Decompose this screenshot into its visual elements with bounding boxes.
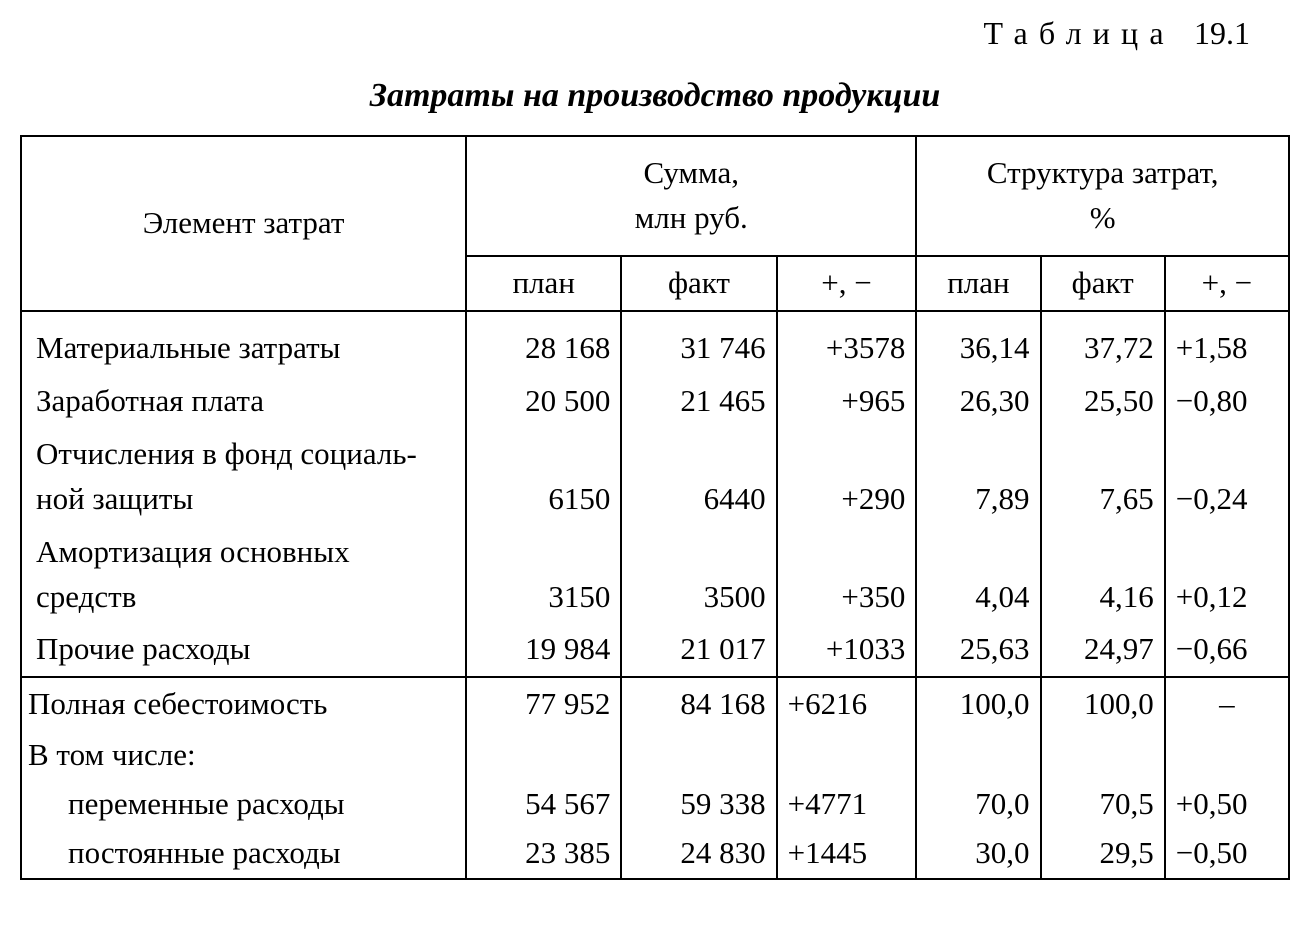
- row-sum-fact: 59 338: [621, 780, 776, 829]
- col-sum-group: Сумма, млн руб.: [466, 136, 916, 256]
- row-s-plan: 7,89: [916, 428, 1040, 526]
- table-row-total: Полная себестоимость 77 952 84 168 +6216…: [21, 677, 1289, 731]
- row-sum-diff: +965: [777, 375, 917, 428]
- row-label: Прочие расходы: [21, 623, 466, 677]
- row-sum-plan: 54 567: [466, 780, 621, 829]
- row-sum-plan: 20 500: [466, 375, 621, 428]
- table-row-including: В том числе:: [21, 731, 1289, 780]
- row-s-diff: −0,66: [1165, 623, 1289, 677]
- row-label: Материальные затраты: [21, 322, 466, 375]
- row-sum-fact: 21 017: [621, 623, 776, 677]
- col-str-plan: план: [916, 256, 1040, 311]
- table-caption: Затраты на производство продукции: [20, 77, 1290, 115]
- row-s-diff: +1,58: [1165, 322, 1289, 375]
- row-label: В том числе:: [21, 731, 466, 780]
- table-row: Заработная плата 20 500 21 465 +965 26,3…: [21, 375, 1289, 428]
- row-sum-plan: 77 952: [466, 677, 621, 731]
- row-sum-fact: 84 168: [621, 677, 776, 731]
- col-str-diff: +, −: [1165, 256, 1289, 311]
- row-label: Заработная плата: [21, 375, 466, 428]
- table-row: Отчисления в фонд социаль­ной защиты 615…: [21, 428, 1289, 526]
- row-s-diff: –: [1165, 677, 1289, 731]
- row-sum-plan: 23 385: [466, 829, 621, 879]
- row-s-fact: 24,97: [1041, 623, 1165, 677]
- row-s-diff: −0,24: [1165, 428, 1289, 526]
- row-s-fact: 37,72: [1041, 322, 1165, 375]
- col-sum-diff: +, −: [777, 256, 917, 311]
- row-sum-diff: +1445: [777, 829, 917, 879]
- row-s-plan: 4,04: [916, 526, 1040, 624]
- costs-table: Элемент затрат Сумма, млн руб. Структура…: [20, 135, 1290, 880]
- col-struct-group: Структура затрат, %: [916, 136, 1289, 256]
- row-label: Полная себестоимость: [21, 677, 466, 731]
- row-s-plan: 70,0: [916, 780, 1040, 829]
- row-label: постоянные расходы: [21, 829, 466, 879]
- row-s-fact: 7,65: [1041, 428, 1165, 526]
- row-label: Отчисления в фонд социаль­ной защиты: [21, 428, 466, 526]
- row-s-fact: 25,50: [1041, 375, 1165, 428]
- row-s-plan: 100,0: [916, 677, 1040, 731]
- table-number: Таблица 19.1: [20, 15, 1260, 52]
- row-sum-fact: 3500: [621, 526, 776, 624]
- row-s-fact: 4,16: [1041, 526, 1165, 624]
- row-s-fact: 100,0: [1041, 677, 1165, 731]
- row-label: Амортизация основных средств: [21, 526, 466, 624]
- row-sum-fact: 6440: [621, 428, 776, 526]
- row-sum-diff: +1033: [777, 623, 917, 677]
- row-s-plan: 25,63: [916, 623, 1040, 677]
- row-s-fact: 29,5: [1041, 829, 1165, 879]
- row-sum-fact: 24 830: [621, 829, 776, 879]
- row-s-plan: 36,14: [916, 322, 1040, 375]
- table-row-sub: постоянные расходы 23 385 24 830 +1445 3…: [21, 829, 1289, 879]
- col-element: Элемент затрат: [21, 136, 466, 311]
- row-s-fact: 70,5: [1041, 780, 1165, 829]
- row-sum-fact: 31 746: [621, 322, 776, 375]
- row-sum-plan: 6150: [466, 428, 621, 526]
- col-sum-plan: план: [466, 256, 621, 311]
- row-s-diff: +0,50: [1165, 780, 1289, 829]
- row-sum-plan: 3150: [466, 526, 621, 624]
- row-s-diff: −0,50: [1165, 829, 1289, 879]
- row-s-diff: −0,80: [1165, 375, 1289, 428]
- row-s-plan: 30,0: [916, 829, 1040, 879]
- table-number-prefix: Таблица: [984, 15, 1175, 51]
- table-row: Материальные затраты 28 168 31 746 +3578…: [21, 322, 1289, 375]
- table-row: Прочие расходы 19 984 21 017 +1033 25,63…: [21, 623, 1289, 677]
- row-sum-diff: +350: [777, 526, 917, 624]
- col-sum-fact: факт: [621, 256, 776, 311]
- table-row: Амортизация основных средств 3150 3500 +…: [21, 526, 1289, 624]
- row-sum-plan: 19 984: [466, 623, 621, 677]
- row-sum-diff: +4771: [777, 780, 917, 829]
- row-sum-diff: +3578: [777, 322, 917, 375]
- row-sum-diff: +6216: [777, 677, 917, 731]
- row-sum-fact: 21 465: [621, 375, 776, 428]
- row-sum-diff: +290: [777, 428, 917, 526]
- row-s-diff: +0,12: [1165, 526, 1289, 624]
- row-s-plan: 26,30: [916, 375, 1040, 428]
- row-label: переменные расходы: [21, 780, 466, 829]
- row-sum-plan: 28 168: [466, 322, 621, 375]
- col-str-fact: факт: [1041, 256, 1165, 311]
- table-number-value: 19.1: [1194, 15, 1260, 51]
- table-row-sub: переменные расходы 54 567 59 338 +4771 7…: [21, 780, 1289, 829]
